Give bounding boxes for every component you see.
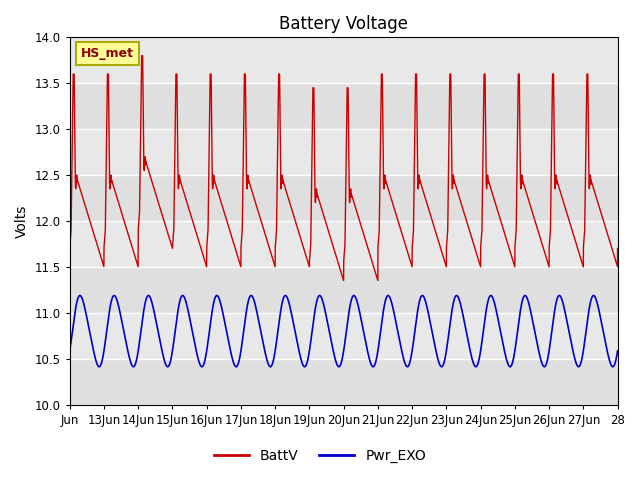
Text: HS_met: HS_met [81, 47, 134, 60]
Bar [70, 359, 618, 405]
Bar [70, 83, 618, 129]
Bar [70, 267, 618, 313]
Bar [70, 175, 618, 221]
Legend: BattV, Pwr_EXO: BattV, Pwr_EXO [209, 443, 431, 468]
Title: Battery Voltage: Battery Voltage [279, 15, 408, 33]
Y-axis label: Volts: Volts [15, 204, 29, 238]
